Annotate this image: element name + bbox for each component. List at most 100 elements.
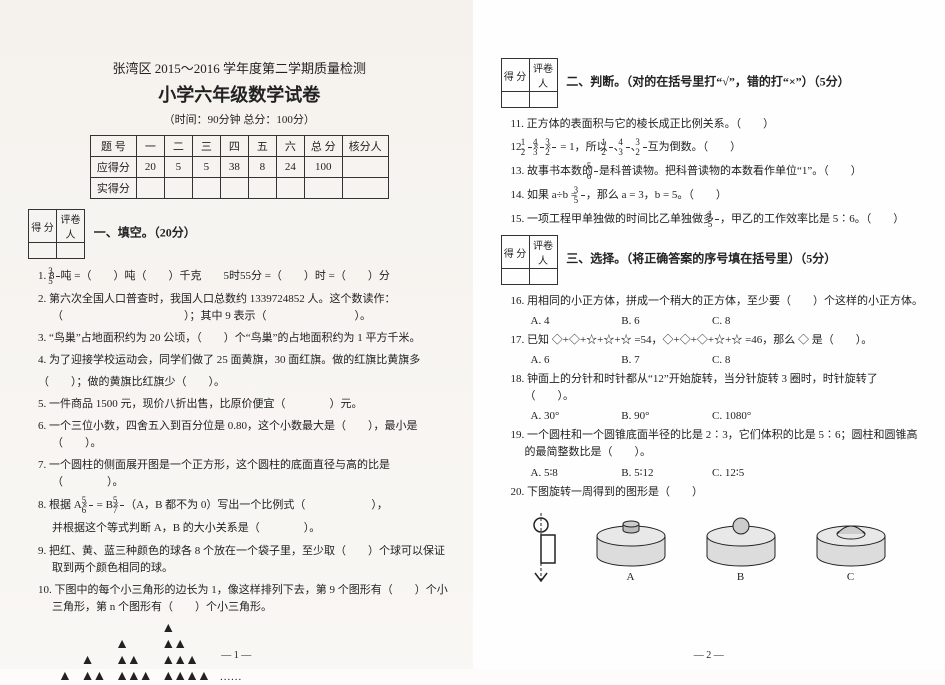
col-header: 二 <box>164 136 192 157</box>
opt: B. 90° <box>621 410 691 422</box>
opt: B. 5∶12 <box>621 466 691 479</box>
score-summary-table: 题 号 一 二 三 四 五 六 总 分 核分人 应得分 20 5 5 38 8 … <box>90 135 389 199</box>
option-b-figure: B <box>701 516 781 583</box>
opt: A. 5∶8 <box>531 466 601 479</box>
fraction-icon: 32 <box>552 138 556 157</box>
question-16: 16. 用相同的小正方体，拼成一个稍大的正方体，至少要（ ）个这样的小正方体。 <box>511 293 924 310</box>
question-11: 11. 正方体的表面积与它的棱长成正比例关系。（ ） <box>511 116 924 133</box>
col-header: 五 <box>248 136 276 157</box>
page-number-2: — 2 — <box>473 650 945 661</box>
opt: C. 8 <box>712 354 782 366</box>
section-3-title: 三、选择。（将正确答案的序号填在括号里）（5分） <box>566 252 836 266</box>
col-header: 总 分 <box>304 136 342 157</box>
cell: 20 <box>136 157 164 178</box>
question-12: 12. 12×43×32 = 1，所以12、43、32互为倒数。（ ） <box>511 138 924 157</box>
section-3-head: 得 分评卷人 三、选择。（将正确答案的序号填在括号里）（5分） <box>501 235 924 285</box>
mini-h2: 评卷人 <box>57 210 85 243</box>
col-header: 一 <box>136 136 164 157</box>
section-1-head: 得 分评卷人 一、填空。（20分） <box>28 209 451 259</box>
opt: A. 30° <box>531 410 601 422</box>
mini-blank <box>57 243 85 259</box>
question-8: 8. 根据 A×56 = B×57（A，B 都不为 0）写出一个比例式（ ）， <box>38 496 451 515</box>
row-label: 实得分 <box>90 178 136 199</box>
section-2-title: 二、判断。（对的在括号里打“√”，错的打“×”）（5分） <box>566 75 849 89</box>
opt: B. 6 <box>621 315 691 327</box>
grader-mini-table: 得 分评卷人 <box>28 209 85 259</box>
fraction-icon: 57 <box>120 496 124 515</box>
cell <box>304 178 342 199</box>
triangle-icon: ▲ <box>58 669 70 685</box>
question-5: 5. 一件商品 1500 元，现价八折出售，比原价便宜（ ）元。 <box>38 396 451 413</box>
page-number-1: — 1 — <box>0 650 473 661</box>
mini-h2: 评卷人 <box>529 236 557 269</box>
opt: A. 4 <box>531 315 601 327</box>
opt: A. 6 <box>531 354 601 366</box>
ellipsis: …… <box>220 671 242 683</box>
q8-c: （A，B 都不为 0）写出一个比例式（ ）， <box>125 500 388 512</box>
cell <box>248 178 276 199</box>
mini-h1: 得 分 <box>501 59 529 92</box>
table-row: 实得分 <box>90 178 388 199</box>
cell <box>164 178 192 199</box>
cell: 8 <box>248 157 276 178</box>
cell: 24 <box>276 157 304 178</box>
option-label: B <box>701 571 781 583</box>
question-6: 6. 一个三位小数，四舍五入到百分位是 0.80，这个小数最大是（ ），最小是（… <box>38 418 451 452</box>
exam-title: 小学六年级数学试卷 <box>28 81 451 107</box>
mini-blank <box>529 269 557 285</box>
mini-h1: 得 分 <box>29 210 57 243</box>
col-header: 三 <box>192 136 220 157</box>
question-13: 13. 故事书本数的56是科普读物。把科普读物的本数看作单位“1”。（ ） <box>511 162 924 181</box>
table-row: 题 号 一 二 三 四 五 六 总 分 核分人 <box>90 136 388 157</box>
col-header: 核分人 <box>342 136 388 157</box>
question-4a: 4. 为了迎接学校运动会，同学们做了 25 面黄旗，30 面红旗。做的红旗比黄旗… <box>38 352 451 369</box>
fraction-icon: 32 <box>643 138 647 157</box>
mini-h2: 评卷人 <box>529 59 557 92</box>
opt: C. 12∶5 <box>712 466 782 479</box>
q1-b: 吨 =（ ）吨（ ）千克 5时55分 =（ ）时 =（ ）分 <box>61 270 390 282</box>
question-2: 2. 第六次全国人口普查时，我国人口总数约 1339724852 人。这个数读作… <box>38 291 451 325</box>
grader-mini-table: 得 分评卷人 <box>501 235 558 285</box>
fraction-icon: 15 <box>715 210 719 229</box>
cell <box>220 178 248 199</box>
fraction-icon: 12 <box>609 138 613 157</box>
mini-blank <box>501 269 529 285</box>
cell <box>192 178 220 199</box>
question-15: 15. 一项工程甲单独做的时间比乙单独做多15，甲乙的工作效率比是 5∶6。（ … <box>511 210 924 229</box>
question-18: 18. 钟面上的分针和时针都从“12”开始旋转，当分针旋转 3 圈时，时针旋转了… <box>511 371 924 405</box>
cell: 38 <box>220 157 248 178</box>
col-header: 题 号 <box>90 136 136 157</box>
question-8b: 并根据这个等式判断 A，B 的大小关系是（ ）。 <box>38 520 451 537</box>
page-1: 张湾区 2015～2016 学年度第二学期质量检测 小学六年级数学试卷 （时间：… <box>0 0 473 669</box>
section-1-title: 一、填空。（20分） <box>94 226 196 240</box>
question-3: 3. “鸟巢”占地面积约为 20 公顷，（ ）个“鸟巢”的占地面积约为 1 平方… <box>38 330 451 347</box>
table-row: 应得分 20 5 5 38 8 24 100 <box>90 157 388 178</box>
option-a-figure: A <box>591 516 671 583</box>
q8-a: 8. 根据 A× <box>38 500 88 512</box>
fraction-icon: 56 <box>89 496 93 515</box>
question-9: 9. 把红、黄、蓝三种颜色的球各 8 个放在一个袋子里，至少取（ ）个球可以保证… <box>38 543 451 577</box>
question-16-options: A. 4 B. 6 C. 8 <box>501 315 924 327</box>
cell: 5 <box>164 157 192 178</box>
cell <box>276 178 304 199</box>
cell: 100 <box>304 157 342 178</box>
mini-blank <box>29 243 57 259</box>
opt: C. 8 <box>712 315 782 327</box>
mini-blank <box>529 92 557 108</box>
rotation-shape-icon <box>521 513 561 583</box>
question-19: 19. 一个圆柱和一个圆锥底面半径的比是 2∶3，它们体积的比是 5∶6；圆柱和… <box>511 427 924 461</box>
fraction-icon: 35 <box>581 186 585 205</box>
opt: C. 1080° <box>712 410 782 422</box>
fraction-icon: 12 <box>528 138 532 157</box>
col-header: 四 <box>220 136 248 157</box>
cell <box>342 178 388 199</box>
question-10: 10. 下图中的每个小三角形的边长为 1，像这样排列下去，第 9 个图形有（ ）… <box>38 582 451 616</box>
question-17-options: A. 6 B. 7 C. 8 <box>501 354 924 366</box>
mini-h1: 得 分 <box>501 236 529 269</box>
question-14: 14. 如果 a÷b = 35，那么 a = 3，b = 5。（ ） <box>511 186 924 205</box>
question-19-options: A. 5∶8 B. 5∶12 C. 12∶5 <box>501 466 924 479</box>
cell: 5 <box>192 157 220 178</box>
cell <box>342 157 388 178</box>
fraction-icon: 43 <box>626 138 630 157</box>
exam-header-line1: 张湾区 2015～2016 学年度第二学期质量检测 <box>28 58 451 77</box>
